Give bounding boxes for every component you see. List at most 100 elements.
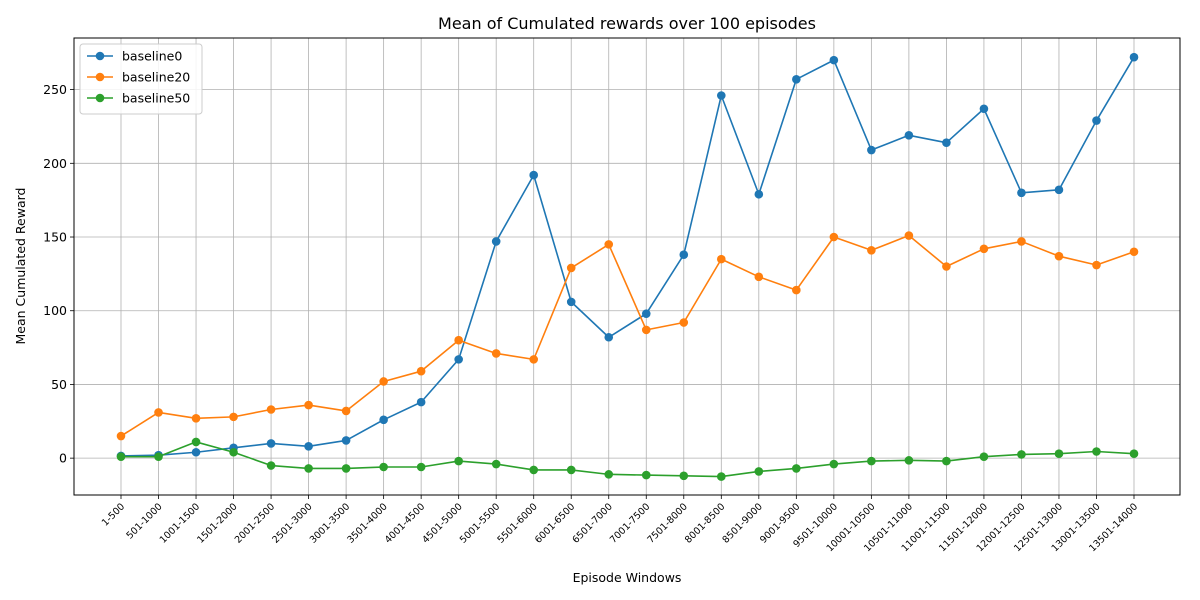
data-point: [266, 461, 276, 470]
data-point: [829, 232, 839, 242]
x-axis-label: Episode Windows: [573, 570, 682, 585]
data-point: [792, 464, 801, 473]
data-point: [191, 414, 201, 423]
data-point: [1129, 52, 1139, 62]
data-point: [491, 459, 501, 469]
data-point: [191, 437, 201, 447]
data-point: [641, 470, 651, 480]
data-point: [979, 104, 989, 114]
data-point: [754, 272, 764, 282]
data-point: [679, 250, 689, 260]
y-axis: 0 50 100 150 200 250: [43, 82, 74, 466]
data-point: [604, 332, 614, 342]
data-point: [679, 471, 689, 481]
legend-label: baseline0: [122, 49, 182, 64]
data-point: [341, 406, 351, 416]
data-point: [1017, 237, 1026, 246]
data-point: [641, 309, 651, 318]
data-point: [229, 447, 238, 457]
data-point: [529, 170, 539, 180]
data-point: [942, 262, 951, 271]
data-point: [1092, 447, 1101, 456]
legend-label: baseline50: [122, 91, 190, 106]
data-point: [529, 465, 539, 475]
data-point: [829, 459, 839, 469]
data-point: [1129, 247, 1139, 257]
x-tick-label: 501-1000: [125, 501, 165, 541]
data-point: [792, 285, 801, 295]
data-point: [304, 442, 313, 451]
data-point: [491, 237, 501, 246]
legend-marker: [95, 93, 105, 103]
series-line: [120, 234, 1135, 437]
data-point: [416, 366, 426, 376]
series-group: [116, 52, 1139, 481]
grid: [74, 38, 1180, 495]
y-tick-label: 150: [43, 230, 67, 245]
data-point: [1092, 260, 1101, 270]
plot-frame: [73, 37, 1181, 496]
data-point: [641, 325, 651, 335]
chart-title: Mean of Cumulated rewards over 100 episo…: [438, 14, 816, 33]
data-point: [979, 452, 989, 461]
y-tick-label: 250: [43, 82, 67, 97]
data-point: [904, 231, 914, 240]
data-point: [942, 138, 951, 147]
series-baseline20: [116, 231, 1139, 441]
data-point: [379, 415, 388, 425]
y-tick-label: 0: [59, 451, 67, 466]
data-point: [1129, 449, 1139, 459]
legend: baseline0 baseline20 baseline50: [79, 43, 203, 115]
data-point: [154, 408, 163, 417]
data-point: [191, 447, 201, 457]
legend-marker: [95, 51, 105, 61]
data-point: [304, 400, 313, 410]
data-point: [716, 472, 726, 481]
data-point: [942, 456, 951, 466]
legend-marker: [95, 72, 105, 82]
data-point: [266, 439, 276, 448]
y-tick-label: 200: [43, 156, 67, 171]
data-point: [341, 436, 351, 445]
data-point: [116, 431, 126, 441]
series-line: [120, 56, 1135, 457]
data-point: [566, 465, 576, 475]
data-point: [304, 464, 313, 473]
data-point: [491, 349, 501, 358]
data-point: [116, 452, 126, 461]
data-point: [754, 467, 764, 476]
data-point: [379, 377, 388, 386]
data-point: [904, 130, 914, 140]
data-point: [867, 456, 876, 466]
data-point: [1054, 251, 1064, 261]
data-point: [566, 263, 576, 273]
data-point: [379, 462, 388, 472]
data-point: [529, 355, 539, 364]
y-tick-label: 50: [51, 377, 67, 392]
data-point: [604, 470, 614, 479]
x-tick-label: 1-500: [100, 501, 127, 528]
data-point: [416, 462, 426, 472]
data-point: [604, 240, 614, 249]
data-point: [792, 74, 801, 84]
x-axis: 1-500501-10001001-15001501-20002001-2500…: [100, 495, 1140, 554]
data-point: [341, 464, 351, 473]
data-point: [266, 405, 276, 414]
data-point: [229, 412, 238, 422]
data-point: [867, 245, 876, 255]
data-point: [679, 318, 689, 327]
data-point: [154, 452, 163, 461]
data-point: [1092, 116, 1101, 125]
data-point: [829, 55, 839, 65]
data-point: [979, 244, 989, 254]
legend-box: [79, 43, 203, 115]
data-point: [867, 145, 876, 155]
legend-item-baseline20: baseline20: [87, 70, 190, 85]
data-point: [716, 91, 726, 100]
data-point: [454, 335, 463, 345]
data-point: [754, 189, 764, 199]
series-baseline50: [116, 437, 1139, 481]
data-point: [416, 397, 426, 407]
data-point: [1017, 450, 1026, 459]
